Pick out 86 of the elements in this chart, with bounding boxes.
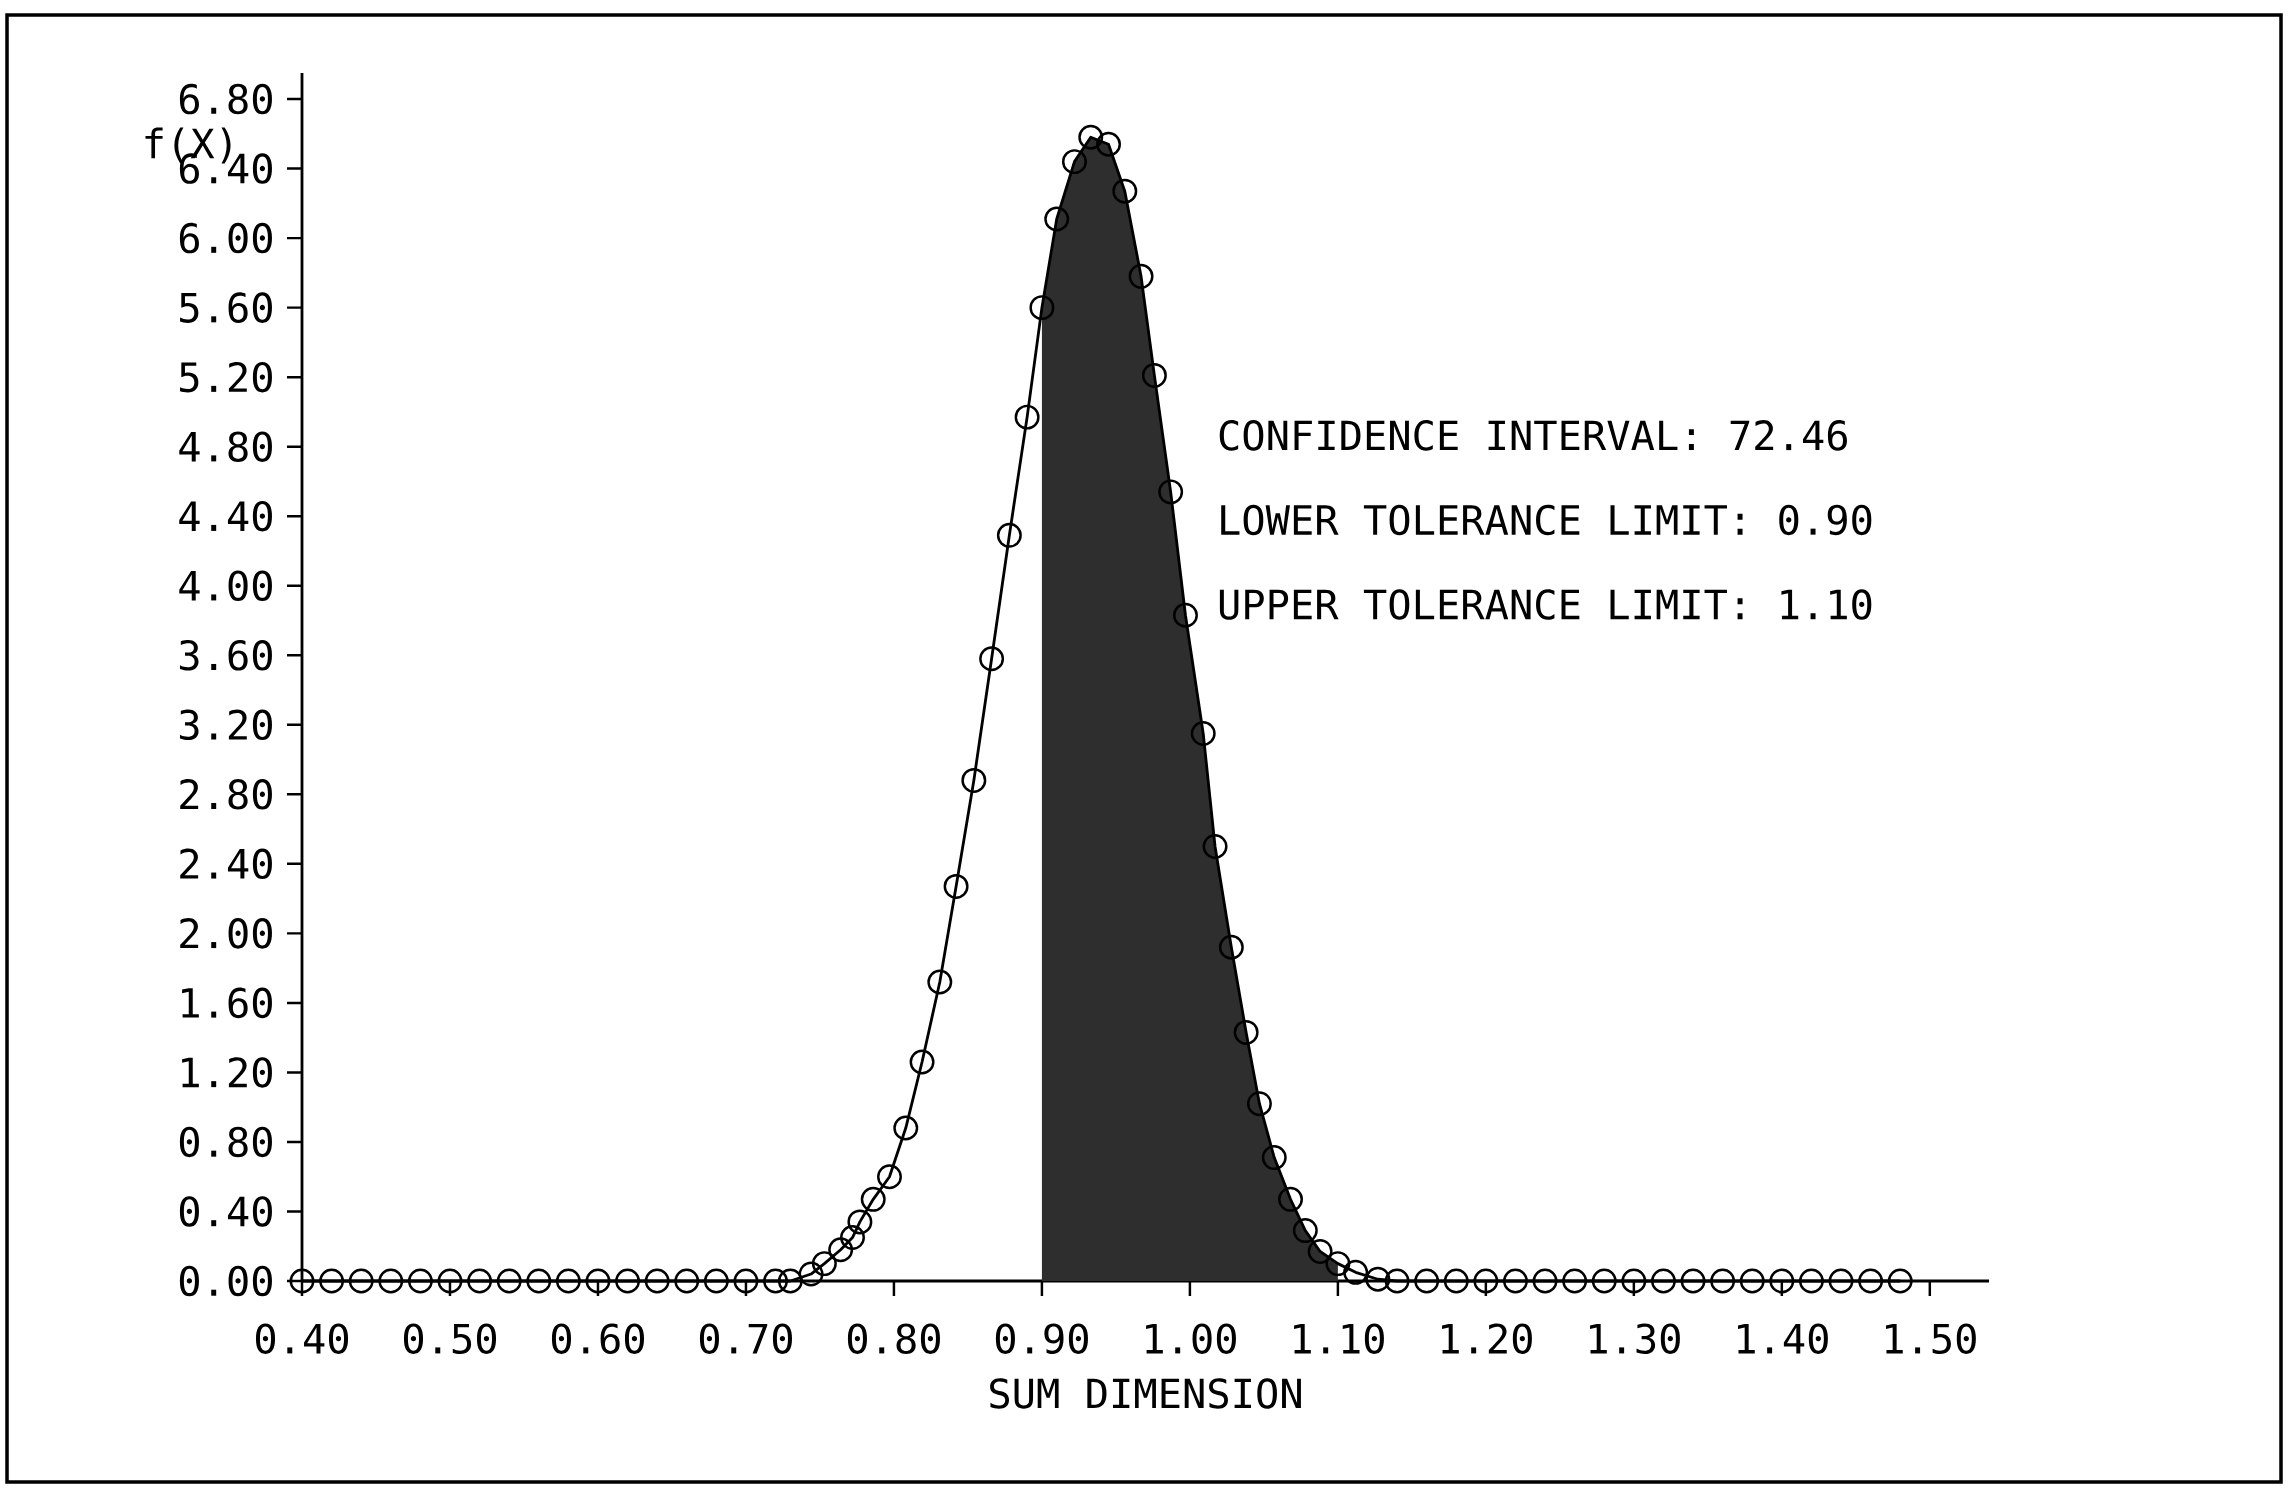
x-tick-label: 1.40: [1738, 1323, 1828, 1354]
point: [1739, 1268, 1765, 1294]
y-tick-label: 2.00: [180, 918, 272, 949]
point: [860, 1186, 886, 1212]
y-tick-label: 0.40: [179, 1196, 272, 1227]
x-tick-label: 1.20: [1442, 1323, 1532, 1354]
point: [763, 1268, 789, 1294]
annotation: CONFIDENCE INTERVAL: 72.46: [1219, 420, 1847, 451]
y-tick-label: 2.80: [180, 779, 272, 810]
y-tick-label: 4.00: [179, 570, 272, 601]
point: [943, 873, 969, 899]
point: [1828, 1268, 1854, 1294]
x-tick-label: 0.80: [847, 1323, 940, 1354]
x-tick-label: 0.40: [255, 1323, 349, 1354]
point: [961, 767, 987, 793]
y-tick-label: 0.80: [179, 1126, 272, 1158]
point: [840, 1225, 865, 1251]
y-tick-label: 6.80: [179, 83, 272, 115]
y-tick-label: 1.60: [182, 987, 272, 1019]
y-tick-label: 2.40: [180, 848, 272, 880]
y-tick-label: 4.80: [179, 431, 272, 462]
point: [1414, 1268, 1440, 1294]
point: [437, 1268, 463, 1294]
x-tick-label: 1.00: [1146, 1323, 1236, 1354]
point: [555, 1268, 581, 1294]
point: [615, 1268, 641, 1294]
point: [1621, 1268, 1647, 1294]
point: [644, 1268, 670, 1294]
point: [777, 1268, 803, 1294]
point: [703, 1268, 729, 1294]
point: [1365, 1266, 1391, 1292]
point: [798, 1261, 824, 1287]
point: [1769, 1268, 1795, 1294]
point: [1887, 1268, 1913, 1294]
point: [909, 1049, 935, 1075]
y-tick-label: 6.00: [179, 222, 272, 254]
point: [407, 1268, 433, 1294]
x-axis-title: SUM DIMENSION: [990, 1378, 1301, 1409]
point: [927, 969, 953, 995]
point: [1443, 1268, 1469, 1294]
x-tick-label: 0.50: [403, 1323, 497, 1354]
point: [1343, 1259, 1369, 1285]
x-tick-label: 0.60: [551, 1323, 645, 1354]
annotation: LOWER TOLERANCE LIMIT: 0.90: [1221, 504, 1872, 536]
point: [828, 1237, 854, 1263]
point: [811, 1251, 837, 1277]
point: [996, 522, 1022, 548]
point: [319, 1268, 345, 1294]
point: [1502, 1268, 1528, 1294]
point: [348, 1268, 374, 1294]
y-tick-label: 3.20: [179, 709, 272, 741]
y-tick-label: 4.40: [179, 500, 272, 532]
point: [1532, 1268, 1558, 1294]
point: [289, 1268, 315, 1294]
point: [1680, 1268, 1706, 1294]
point: [1650, 1268, 1676, 1294]
point: [877, 1164, 902, 1190]
point: [1710, 1268, 1736, 1294]
y-tick-label: 1.20: [182, 1057, 272, 1088]
point: [1014, 404, 1040, 430]
point: [1562, 1268, 1588, 1294]
point: [467, 1268, 493, 1294]
point: [1384, 1268, 1410, 1294]
y-tick-label: 5.20: [180, 361, 272, 393]
x-tick-label: 0.70: [699, 1323, 792, 1354]
x-tick-label: 0.90: [995, 1323, 1088, 1354]
point: [1798, 1268, 1824, 1294]
point: [847, 1209, 873, 1235]
y-tick-label: 0.00: [179, 1265, 272, 1297]
point: [733, 1268, 759, 1294]
point: [674, 1268, 700, 1294]
point: [979, 646, 1005, 672]
point: [526, 1268, 552, 1294]
point: [1858, 1268, 1884, 1294]
x-tick-label: 1.10: [1294, 1323, 1384, 1354]
point: [1473, 1268, 1499, 1294]
point: [1591, 1268, 1617, 1294]
point: [496, 1268, 522, 1294]
x-tick-label: 1.30: [1590, 1323, 1680, 1354]
point: [893, 1115, 919, 1141]
y-tick-label: 3.60: [179, 639, 272, 671]
point: [585, 1268, 611, 1294]
y-tick-label: 5.60: [180, 292, 272, 323]
point: [378, 1268, 404, 1294]
annotation: UPPER TOLERANCE LIMIT: 1.10: [1219, 589, 1872, 620]
x-tick-label: 1.50: [1885, 1323, 1976, 1354]
